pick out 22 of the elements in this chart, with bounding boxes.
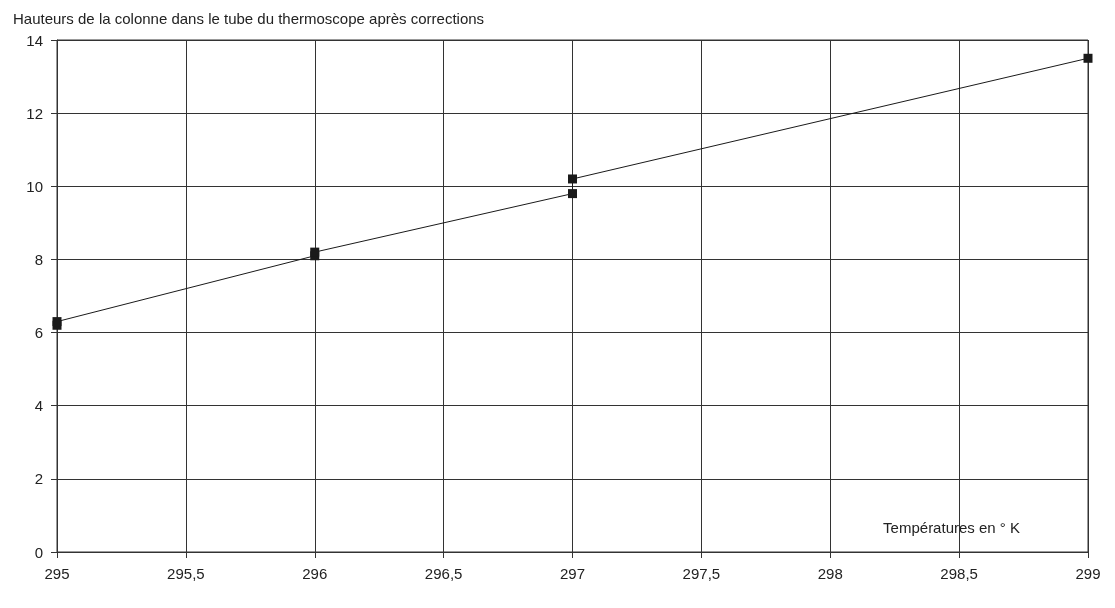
y-tick-label: 8 xyxy=(34,250,43,268)
y-tick-label: 12 xyxy=(26,104,43,122)
point xyxy=(1083,53,1093,63)
x-tick-label: 295,5 xyxy=(167,565,205,582)
y-tick-label: 10 xyxy=(26,177,43,195)
x-tick-label: 298,5 xyxy=(940,565,978,582)
point xyxy=(568,189,577,199)
x-tick-label: 297,5 xyxy=(682,565,721,582)
point xyxy=(310,247,320,257)
x-tick-label: 296,5 xyxy=(424,565,463,582)
x-tick-label: 299 xyxy=(1075,565,1101,582)
x-tick-label: 297 xyxy=(559,565,586,582)
y-tick-label: 4 xyxy=(34,397,43,415)
x-tick-label: 296 xyxy=(302,565,328,582)
point xyxy=(568,174,577,184)
y-tick-label: 2 xyxy=(34,470,43,488)
y-tick-label: 14 xyxy=(26,31,43,49)
chart-title: Hauteurs de la colonne dans le tube du thermoscope après corrections xyxy=(13,10,485,27)
x-tick-label: 298 xyxy=(817,565,843,582)
y-tick-label: 6 xyxy=(34,324,43,342)
x-tick-label: 295 xyxy=(44,565,70,582)
y-tick-label: 0 xyxy=(34,543,43,561)
